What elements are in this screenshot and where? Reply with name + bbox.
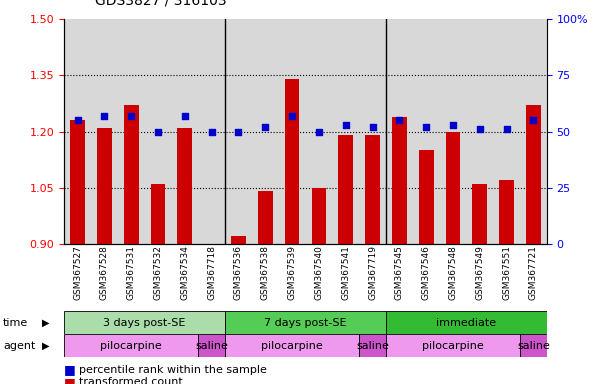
- Bar: [439, 19, 466, 244]
- Bar: [258, 192, 273, 244]
- Bar: [124, 105, 139, 244]
- Point: [475, 126, 485, 132]
- Text: pilocarpine: pilocarpine: [100, 341, 162, 351]
- Point: [529, 117, 538, 123]
- Bar: [520, 334, 547, 357]
- Text: GDS3827 / 316103: GDS3827 / 316103: [95, 0, 226, 8]
- Bar: [118, 19, 145, 244]
- Bar: [365, 135, 380, 244]
- Bar: [306, 19, 332, 244]
- Point: [368, 124, 378, 130]
- Text: 3 days post-SE: 3 days post-SE: [103, 318, 186, 328]
- Point: [153, 129, 163, 135]
- Bar: [386, 19, 413, 244]
- Bar: [64, 334, 198, 357]
- Bar: [520, 19, 547, 244]
- Bar: [64, 19, 91, 244]
- Bar: [359, 19, 386, 244]
- Point: [502, 126, 511, 132]
- Bar: [225, 311, 386, 334]
- Text: saline: saline: [517, 341, 550, 351]
- Bar: [312, 188, 326, 244]
- Bar: [145, 19, 172, 244]
- Bar: [198, 334, 225, 357]
- Bar: [359, 334, 386, 357]
- Text: ■: ■: [64, 363, 76, 376]
- Bar: [332, 19, 359, 244]
- Bar: [151, 184, 166, 244]
- Bar: [231, 237, 246, 244]
- Bar: [499, 180, 514, 244]
- Bar: [172, 19, 198, 244]
- Bar: [177, 128, 192, 244]
- Bar: [64, 311, 225, 334]
- Bar: [526, 105, 541, 244]
- Point: [448, 122, 458, 128]
- Bar: [91, 19, 118, 244]
- Text: saline: saline: [356, 341, 389, 351]
- Bar: [225, 334, 359, 357]
- Text: saline: saline: [195, 341, 228, 351]
- Bar: [392, 117, 407, 244]
- Text: pilocarpine: pilocarpine: [422, 341, 484, 351]
- Point: [395, 117, 404, 123]
- Text: ▶: ▶: [42, 341, 49, 351]
- Point: [126, 113, 136, 119]
- Text: pilocarpine: pilocarpine: [262, 341, 323, 351]
- Point: [314, 129, 324, 135]
- Bar: [472, 184, 487, 244]
- Bar: [419, 150, 434, 244]
- Text: time: time: [3, 318, 28, 328]
- Text: ■: ■: [64, 376, 76, 384]
- Point: [260, 124, 270, 130]
- Point: [287, 113, 297, 119]
- Bar: [386, 311, 547, 334]
- Bar: [466, 19, 493, 244]
- Bar: [70, 120, 85, 244]
- Bar: [285, 79, 299, 244]
- Bar: [386, 334, 520, 357]
- Text: agent: agent: [3, 341, 35, 351]
- Bar: [252, 19, 279, 244]
- Bar: [279, 19, 306, 244]
- Point: [207, 129, 216, 135]
- Text: immediate: immediate: [436, 318, 497, 328]
- Bar: [493, 19, 520, 244]
- Point: [73, 117, 82, 123]
- Bar: [225, 19, 252, 244]
- Text: percentile rank within the sample: percentile rank within the sample: [79, 365, 267, 375]
- Text: transformed count: transformed count: [79, 377, 183, 384]
- Point: [180, 113, 190, 119]
- Point: [100, 113, 109, 119]
- Point: [233, 129, 243, 135]
- Text: ▶: ▶: [42, 318, 49, 328]
- Point: [422, 124, 431, 130]
- Bar: [198, 19, 225, 244]
- Bar: [413, 19, 439, 244]
- Bar: [445, 132, 460, 244]
- Text: 7 days post-SE: 7 days post-SE: [264, 318, 347, 328]
- Bar: [338, 135, 353, 244]
- Bar: [97, 128, 112, 244]
- Point: [341, 122, 351, 128]
